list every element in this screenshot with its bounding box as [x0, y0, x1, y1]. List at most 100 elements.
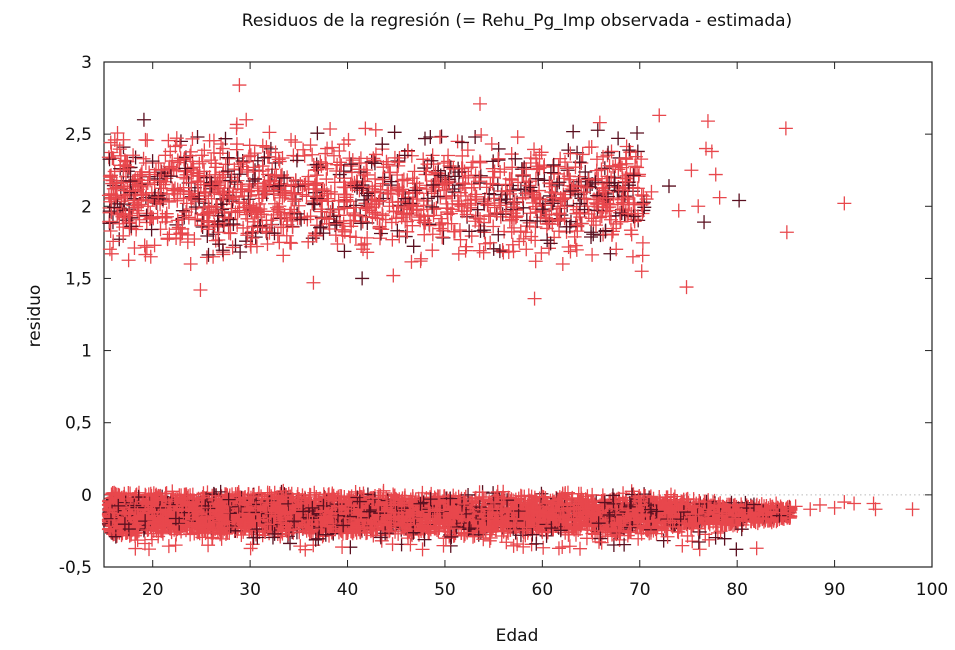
data-point	[468, 211, 483, 226]
data-point	[242, 138, 257, 153]
data-point	[232, 78, 247, 93]
data-point	[107, 164, 122, 179]
data-point	[671, 203, 686, 218]
data-point	[487, 164, 502, 179]
data-point	[592, 115, 607, 130]
data-point	[294, 212, 309, 227]
data-point	[504, 224, 519, 239]
data-point	[282, 235, 297, 250]
data-point	[389, 204, 404, 219]
data-point	[200, 229, 215, 244]
data-point	[102, 152, 117, 167]
data-point	[635, 235, 650, 250]
chart-title: Residuos de la regresión (= Rehu_Pg_Imp …	[242, 11, 792, 31]
data-point	[547, 230, 562, 245]
data-point	[732, 193, 747, 208]
data-point	[712, 190, 727, 205]
data-point	[492, 244, 507, 259]
data-point	[375, 137, 390, 152]
data-point	[371, 194, 386, 209]
data-point	[628, 149, 643, 164]
data-point	[156, 177, 171, 192]
data-point	[288, 135, 303, 150]
data-point	[384, 174, 399, 189]
x-tick-label: 20	[142, 580, 164, 600]
data-point	[433, 130, 448, 145]
data-point	[630, 126, 645, 141]
data-point	[552, 175, 567, 190]
data-point	[262, 125, 277, 140]
data-point	[105, 215, 120, 230]
data-point	[136, 112, 151, 127]
y-tick-label: 1,5	[65, 269, 92, 289]
data-point	[634, 264, 649, 279]
data-point	[605, 159, 620, 174]
data-point	[446, 224, 461, 239]
data-point	[187, 232, 202, 247]
data-point	[521, 178, 536, 193]
data-point	[137, 238, 152, 253]
data-point	[313, 220, 328, 235]
data-point	[296, 142, 311, 157]
data-point	[527, 291, 542, 306]
data-point	[390, 153, 405, 168]
data-point	[708, 167, 723, 182]
data-point	[171, 220, 186, 235]
y-tick-label: 3	[81, 53, 92, 73]
data-point	[161, 133, 176, 148]
data-point	[619, 139, 634, 154]
plot-area: 20 30 40 50 60 70 80 90 100-0,500,511,522,53	[59, 53, 948, 600]
data-point	[570, 145, 585, 160]
x-tick-label: 70	[629, 580, 651, 600]
data-point	[386, 268, 401, 283]
data-point	[691, 199, 706, 214]
data-point	[486, 219, 501, 234]
data-point	[332, 208, 347, 223]
data-point	[404, 254, 419, 269]
data-point	[276, 248, 291, 263]
data-point	[121, 253, 136, 268]
y-tick-label: 2,5	[65, 125, 92, 145]
data-point	[188, 212, 203, 227]
x-tick-label: 60	[532, 580, 554, 600]
data-point	[590, 123, 605, 138]
data-point	[468, 214, 483, 229]
data-point	[225, 240, 240, 255]
data-point	[180, 227, 195, 242]
data-point	[306, 275, 321, 290]
data-point	[505, 160, 520, 175]
data-point	[330, 157, 345, 172]
data-point	[358, 121, 373, 136]
data-point	[522, 215, 537, 230]
data-point	[364, 154, 379, 169]
data-point	[267, 196, 282, 211]
data-point	[700, 114, 715, 129]
data-point	[473, 96, 488, 111]
data-point	[387, 125, 402, 140]
data-point	[622, 143, 637, 158]
data-point	[139, 186, 154, 201]
data-point	[169, 131, 184, 146]
data-point	[112, 232, 127, 247]
data-point	[624, 227, 639, 242]
y-tick-label: -0,5	[59, 558, 92, 578]
data-point	[190, 188, 205, 203]
data-point	[699, 141, 714, 156]
data-point	[128, 150, 143, 165]
data-point	[600, 169, 615, 184]
data-point	[207, 167, 222, 182]
data-point	[317, 183, 332, 198]
x-tick-label: 30	[239, 580, 261, 600]
data-point	[540, 233, 555, 248]
data-point	[584, 229, 599, 244]
data-point	[297, 209, 312, 224]
data-point	[425, 243, 440, 258]
x-tick-label: 50	[434, 580, 456, 600]
data-point	[392, 229, 407, 244]
data-point	[229, 142, 244, 157]
x-tick-label: 90	[824, 580, 846, 600]
data-point	[425, 227, 440, 242]
data-point	[305, 147, 320, 162]
data-point	[679, 280, 694, 295]
data-point	[140, 133, 155, 148]
